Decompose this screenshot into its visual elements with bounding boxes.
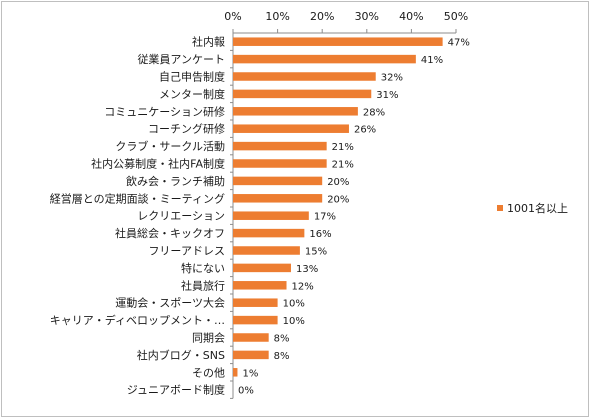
category-label: 社内報 <box>192 35 225 49</box>
data-label: 20% <box>327 194 349 205</box>
x-tick-label: 10% <box>265 10 289 23</box>
data-label: 16% <box>309 229 331 240</box>
data-label: 0% <box>238 386 254 397</box>
bar <box>233 54 416 64</box>
bar <box>233 333 269 342</box>
bar <box>233 368 238 377</box>
data-label: 31% <box>376 90 398 101</box>
category-label: その他 <box>192 366 225 379</box>
category-label: 飲み会・ランチ補助 <box>126 174 225 188</box>
data-label: 10% <box>283 316 305 327</box>
bar <box>233 176 323 186</box>
category-label: キャリア・ディベロップメント・… <box>50 313 225 327</box>
category-label: 社員総会・キックオフ <box>115 226 225 240</box>
data-label: 13% <box>296 264 318 275</box>
bar <box>233 72 376 81</box>
bar <box>233 89 372 99</box>
data-label: 21% <box>332 160 354 171</box>
category-label: コーチング研修 <box>148 122 225 136</box>
data-label: 15% <box>305 247 327 258</box>
category-label: メンター制度 <box>159 87 225 101</box>
data-label: 41% <box>421 55 443 66</box>
category-label: 同期会 <box>192 332 225 345</box>
category-label: 特にない <box>181 261 225 275</box>
bar <box>233 350 269 360</box>
bar <box>233 246 300 255</box>
data-label: 47% <box>448 38 470 49</box>
bar <box>233 37 443 46</box>
category-label: ジュニアボード制度 <box>127 383 225 397</box>
x-tick-label: 40% <box>399 10 423 23</box>
bar <box>233 281 287 290</box>
category-label: 社内公募制度・社内FA制度 <box>91 157 225 171</box>
category-label: 運動会・スポーツ大会 <box>115 296 225 310</box>
category-label: 従業員アンケート <box>137 53 225 66</box>
category-label: 社内ブログ・SNS <box>137 348 225 362</box>
x-tick-label: 30% <box>355 10 379 23</box>
bar <box>233 298 278 307</box>
bar <box>233 107 358 116</box>
bar <box>233 159 327 168</box>
data-label: 8% <box>274 351 290 362</box>
x-tick-label: 20% <box>310 10 334 23</box>
data-label: 17% <box>314 212 336 223</box>
category-labels: 社内報従業員アンケート自己申告制度メンター制度コミュニケーション研修コーチング研… <box>50 35 225 397</box>
data-label: 28% <box>363 107 385 118</box>
bar <box>233 263 291 273</box>
bars <box>233 37 443 377</box>
legend: 1001名以上 <box>497 201 568 215</box>
bar <box>233 228 305 238</box>
category-label: 社員旅行 <box>181 278 225 292</box>
data-labels: 47%41%32%31%28%26%21%21%20%20%17%16%15%1… <box>238 38 470 397</box>
bar <box>233 141 327 151</box>
category-label: 自己申告制度 <box>159 70 225 84</box>
bar <box>233 211 309 220</box>
category-label: コミュニケーション研修 <box>104 104 225 118</box>
data-label: 1% <box>242 368 258 379</box>
x-tick-label: 0% <box>224 10 241 23</box>
data-label: 32% <box>381 73 403 84</box>
bar <box>233 124 349 133</box>
category-label: クラブ・サークル活動 <box>115 139 225 153</box>
data-label: 12% <box>292 281 314 292</box>
category-label: フリーアドレス <box>148 245 225 258</box>
data-label: 8% <box>274 334 290 345</box>
data-label: 10% <box>283 299 305 310</box>
x-tick-label: 50% <box>444 10 468 23</box>
legend-swatch <box>497 205 503 211</box>
category-label: 経営層との定期面談・ミーティング <box>50 191 225 205</box>
legend-label: 1001名以上 <box>507 201 568 215</box>
data-label: 26% <box>354 125 376 136</box>
bar <box>233 315 278 325</box>
data-label: 21% <box>332 142 354 153</box>
category-label: レクリエーション <box>137 210 225 223</box>
bar <box>233 194 323 203</box>
data-label: 20% <box>327 177 349 188</box>
